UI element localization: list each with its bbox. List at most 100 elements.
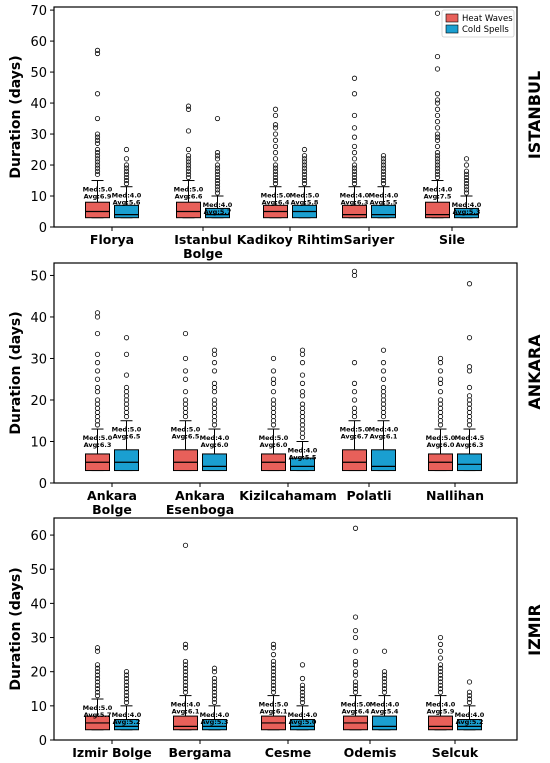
outlier-point (94, 401, 101, 407)
y-tick-label: 10 (30, 700, 47, 715)
outlier-point (182, 641, 189, 647)
outlier-point (211, 418, 218, 424)
outlier-point (351, 268, 358, 274)
outlier-point (272, 131, 279, 137)
outlier-point (351, 272, 358, 279)
box-body (372, 715, 397, 731)
outlier-point (123, 679, 130, 685)
average-label: Avg:6.9 (84, 193, 112, 201)
median-label: Med:4.0 (426, 701, 456, 709)
outlier-point (182, 542, 189, 548)
outlier-point (301, 156, 308, 162)
outlier-point (211, 675, 218, 682)
median-label: Med:5.0 (341, 701, 371, 709)
y-tick-label: 50 (30, 563, 47, 578)
outlier-point (437, 665, 444, 671)
outlier-point (380, 376, 387, 382)
outlier-point (351, 389, 358, 395)
outlier-point (351, 156, 358, 162)
outlier-point (94, 405, 101, 411)
outlier-point (270, 652, 277, 658)
outlier-point (211, 699, 218, 706)
outlier-point (301, 171, 308, 177)
outlier-point (123, 699, 130, 706)
box-body (342, 204, 367, 219)
median-label: Med:4.0 (423, 186, 453, 194)
outlier-point (352, 672, 359, 678)
outlier-point (214, 165, 221, 171)
outlier-point (437, 389, 444, 395)
average-label: Avg:6.3 (456, 441, 484, 449)
outlier-point (270, 645, 277, 651)
outlier-point (434, 143, 441, 150)
outlier-point (94, 665, 101, 671)
outlier-point (437, 405, 444, 411)
chart-panel-izmir: 0 10 20 30 40 50 60 Duration (days) IZMIR Med:5.0… (8, 517, 544, 760)
outlier-point (182, 662, 189, 668)
outlier-point (270, 679, 277, 685)
outlier-point (380, 413, 387, 420)
outlier-point (270, 689, 277, 695)
median-label: Med:5.0 (83, 186, 113, 194)
outlier-point (434, 119, 441, 125)
outlier-point (272, 137, 279, 143)
outlier-point (182, 376, 189, 382)
category-label: Istanbul (174, 232, 232, 247)
category-label: Sariyer (344, 232, 396, 247)
y-tick-label: 30 (30, 128, 47, 143)
outlier-point (351, 397, 358, 403)
outlier-point (272, 177, 279, 184)
outlier-point (351, 413, 358, 420)
median-label: Med:4.0 (112, 711, 142, 719)
outlier-point (94, 351, 101, 357)
outlier-point (380, 156, 387, 162)
average-label: Avg:6.6 (175, 193, 203, 201)
outlier-point (434, 97, 441, 103)
outlier-point (437, 355, 444, 362)
box-body (290, 457, 315, 472)
outlier-point (352, 525, 359, 531)
outlier-point (272, 174, 279, 181)
outlier-point (437, 413, 444, 420)
outlier-point (434, 150, 441, 156)
y-tick-label: 60 (30, 529, 47, 544)
outlier-point (272, 181, 279, 187)
outlier-point (299, 380, 306, 386)
outlier-point (270, 675, 277, 682)
median-label: Med:4.0 (369, 426, 399, 434)
category-label: Polatli (346, 488, 391, 503)
outlier-point (463, 171, 470, 177)
outlier-point (380, 347, 387, 353)
outlier-point (211, 696, 218, 702)
outlier-point (182, 686, 189, 692)
outlier-point (211, 397, 218, 403)
outlier-point (270, 422, 277, 428)
outlier-point (272, 165, 279, 171)
outlier-point (299, 347, 306, 353)
plot-frame (53, 262, 518, 484)
outlier-point (214, 156, 221, 162)
box-body (290, 719, 315, 731)
box-body (371, 449, 396, 472)
y-axis-label: Duration (days) (8, 311, 24, 434)
outlier-point (214, 171, 221, 177)
outlier-point (299, 426, 306, 432)
box-body (114, 204, 139, 219)
outlier-point (434, 112, 441, 119)
outlier-point (94, 686, 101, 692)
box-body (85, 201, 110, 219)
outlier-point (214, 162, 221, 168)
outlier-point (434, 171, 441, 177)
average-label: Avg:6.0 (201, 441, 229, 449)
outlier-point (437, 641, 444, 647)
